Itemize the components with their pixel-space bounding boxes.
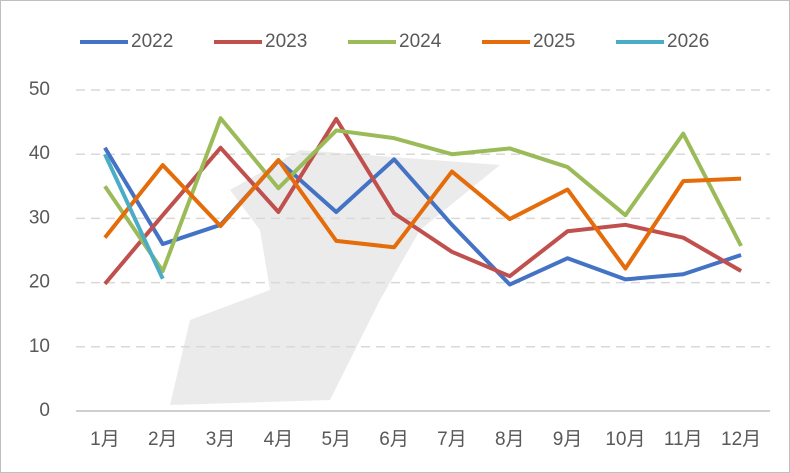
y-tick-label: 10 xyxy=(29,336,50,357)
x-tick-label: 10月 xyxy=(605,429,645,450)
legend-label: 2026 xyxy=(667,31,709,52)
x-tick-label: 4月 xyxy=(264,429,294,450)
x-tick-label: 8月 xyxy=(495,429,525,450)
x-tick-label: 6月 xyxy=(379,429,409,450)
y-tick-label: 0 xyxy=(39,400,50,421)
series-line xyxy=(103,146,742,287)
legend-label: 2022 xyxy=(131,31,173,52)
series-line xyxy=(103,157,742,271)
legend-label: 2025 xyxy=(533,31,575,52)
y-tick-label: 40 xyxy=(29,143,50,164)
x-tick-label: 9月 xyxy=(553,429,583,450)
x-tick-label: 1月 xyxy=(90,429,120,450)
x-tick-label: 12月 xyxy=(721,429,761,450)
x-tick-label: 11月 xyxy=(664,429,703,450)
legend-label: 2023 xyxy=(265,31,307,52)
x-tick-label: 3月 xyxy=(206,429,236,450)
x-tick-label: 7月 xyxy=(437,429,467,450)
series-line xyxy=(103,153,165,280)
y-tick-label: 20 xyxy=(29,272,50,293)
series-line xyxy=(103,116,743,274)
x-tick-label: 2月 xyxy=(148,429,178,450)
y-tick-label: 50 xyxy=(29,79,50,100)
legend-label: 2024 xyxy=(399,31,442,52)
x-tick-label: 5月 xyxy=(321,429,351,450)
series-line xyxy=(103,116,743,286)
y-tick-label: 30 xyxy=(29,207,50,228)
